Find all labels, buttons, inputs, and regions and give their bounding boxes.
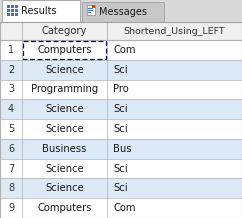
- Text: 9: 9: [8, 203, 14, 213]
- Text: Business: Business: [42, 144, 87, 154]
- Bar: [0, 159, 242, 179]
- Text: Computers: Computers: [37, 203, 92, 213]
- Text: Sci: Sci: [113, 104, 128, 114]
- Bar: [0, 119, 242, 139]
- Text: Programming: Programming: [31, 84, 98, 94]
- Bar: [11, 5, 14, 8]
- Text: Sci: Sci: [113, 183, 128, 193]
- Bar: [7, 9, 10, 12]
- Text: 4: 4: [8, 104, 14, 114]
- Text: Science: Science: [45, 124, 84, 134]
- Bar: [11, 9, 14, 12]
- Bar: [88, 12, 91, 13]
- Bar: [15, 13, 18, 16]
- Bar: [15, 5, 18, 8]
- Text: Category: Category: [42, 26, 87, 36]
- Bar: [0, 0, 242, 22]
- Text: Results: Results: [21, 6, 57, 16]
- Bar: [0, 198, 242, 218]
- Text: Computers: Computers: [37, 45, 92, 55]
- Bar: [0, 60, 242, 80]
- Text: Sci: Sci: [113, 124, 128, 134]
- Bar: [2, 0, 80, 22]
- Text: Science: Science: [45, 65, 84, 75]
- Text: 8: 8: [8, 183, 14, 193]
- Text: Com: Com: [113, 45, 136, 55]
- Text: Shortend_Using_LEFT: Shortend_Using_LEFT: [124, 27, 225, 36]
- Bar: [0, 22, 242, 40]
- Bar: [0, 22, 242, 218]
- Bar: [0, 99, 242, 119]
- Bar: [23, 41, 106, 59]
- Bar: [88, 10, 93, 11]
- Bar: [15, 9, 18, 12]
- Text: Com: Com: [113, 203, 136, 213]
- Text: 2: 2: [8, 65, 14, 75]
- Text: 3: 3: [8, 84, 14, 94]
- Bar: [7, 13, 10, 16]
- Text: Sci: Sci: [113, 65, 128, 75]
- Text: Science: Science: [45, 104, 84, 114]
- Text: Science: Science: [45, 183, 84, 193]
- Text: 6: 6: [8, 144, 14, 154]
- Text: 1: 1: [8, 45, 14, 55]
- Bar: [7, 5, 10, 8]
- Text: Messages: Messages: [99, 7, 147, 17]
- Bar: [0, 139, 242, 159]
- Bar: [92, 5, 95, 8]
- Bar: [88, 8, 93, 9]
- Text: Pro: Pro: [113, 84, 129, 94]
- Bar: [0, 179, 242, 198]
- Bar: [82, 2, 164, 22]
- Text: Science: Science: [45, 164, 84, 174]
- Bar: [87, 5, 95, 15]
- Text: Sci: Sci: [113, 164, 128, 174]
- Bar: [0, 22, 242, 218]
- Text: Bus: Bus: [113, 144, 131, 154]
- Text: 7: 7: [8, 164, 14, 174]
- Bar: [0, 40, 242, 60]
- Bar: [0, 80, 242, 99]
- Text: 5: 5: [8, 124, 14, 134]
- Bar: [11, 13, 14, 16]
